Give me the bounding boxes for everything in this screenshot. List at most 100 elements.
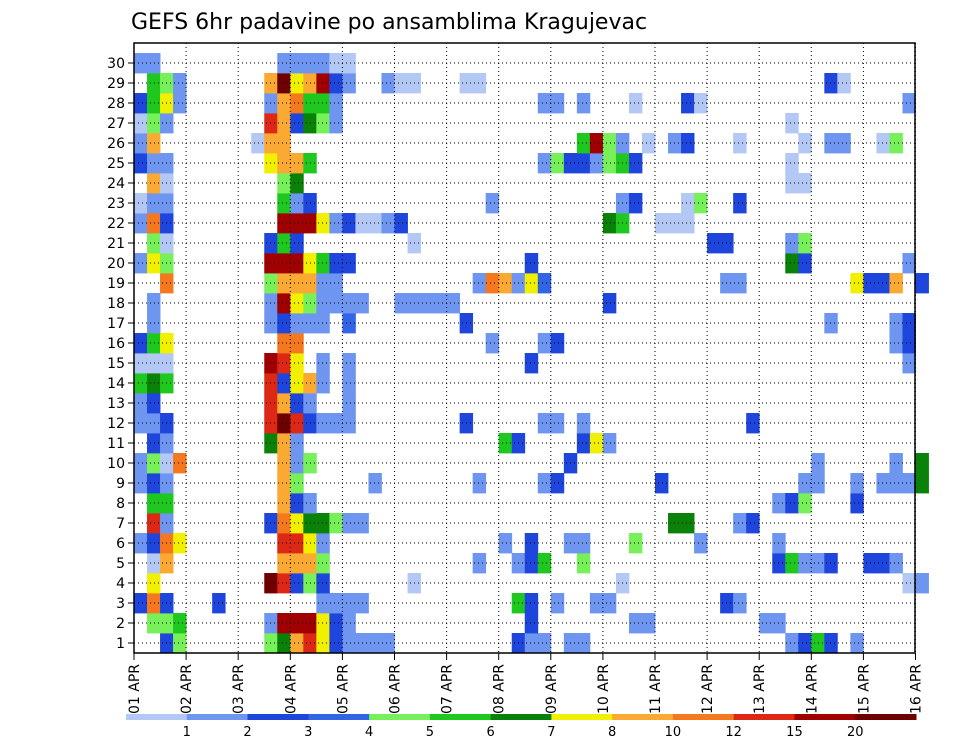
heatmap-cell (147, 53, 161, 74)
y-tick-label: 1 (116, 636, 125, 652)
x-tick-label: 16 APR (909, 664, 925, 714)
heatmap-cell (694, 93, 708, 114)
heatmap-cell (147, 93, 161, 114)
heatmap-cell (316, 373, 330, 394)
heatmap-cell (277, 553, 291, 574)
heatmap-cell (147, 513, 161, 534)
heatmap-cell (290, 393, 304, 414)
heatmap-cell (576, 413, 591, 434)
heatmap-cell (277, 273, 291, 294)
heatmap-cell (147, 473, 161, 494)
heatmap-cell (316, 213, 330, 234)
colorbar-swatch (612, 714, 674, 720)
heatmap-cell (537, 633, 552, 654)
heatmap-cell (329, 593, 343, 614)
heatmap-cell (290, 293, 304, 314)
heatmap-cell (655, 213, 669, 234)
colorbar-label: 4 (365, 725, 373, 740)
heatmap-cell (576, 133, 591, 154)
heatmap-cell (134, 453, 148, 474)
heatmap-cell (290, 613, 304, 634)
heatmap-cell (876, 553, 890, 574)
plot-frame (133, 42, 916, 654)
heatmap-cell (173, 453, 187, 474)
heatmap-cell (134, 193, 148, 214)
colorbar-label: 12 (725, 725, 742, 740)
heatmap-cell (537, 413, 552, 434)
heatmap-cell (173, 533, 187, 554)
heatmap-cell (902, 93, 916, 114)
y-tick-label: 25 (107, 156, 125, 172)
heatmap-cell (329, 113, 343, 134)
heatmap-cell (277, 313, 291, 334)
heatmap-cell (602, 153, 617, 174)
colorbar-label: 1 (183, 725, 191, 740)
colorbar-label: 8 (608, 725, 616, 740)
colorbar-swatch (551, 714, 613, 720)
heatmap-cell (277, 53, 291, 74)
heatmap-cell (902, 253, 916, 274)
heatmap-cell (277, 413, 291, 434)
heatmap-cell (134, 533, 148, 554)
colorbar-label: 15 (786, 725, 803, 740)
heatmap-cells (134, 53, 929, 654)
x-axis-ticks: 01 APR 02 APR 03 APR 04 APR 05 APR 06 APR 07 A… (127, 653, 925, 714)
heatmap-cell (290, 113, 304, 134)
heatmap-cell (277, 353, 291, 374)
heatmap-cell (602, 293, 617, 314)
x-tick-label: 04 APR (283, 664, 299, 714)
heatmap-cell (147, 313, 161, 334)
y-tick-label: 5 (116, 556, 125, 572)
y-tick-label: 8 (116, 496, 125, 512)
heatmap-cell (134, 393, 148, 414)
heatmap-cell (147, 153, 161, 174)
heatmap-cell (329, 53, 343, 74)
heatmap-cell (420, 293, 434, 314)
heatmap-cell (147, 393, 161, 414)
heatmap-cell (134, 413, 148, 434)
heatmap-cell (147, 553, 161, 574)
heatmap-cell (277, 633, 291, 654)
heatmap-cell (785, 553, 799, 574)
heatmap-cell (316, 573, 330, 594)
heatmap-cell (290, 373, 304, 394)
heatmap-cell (576, 153, 591, 174)
y-tick-label: 10 (107, 456, 125, 472)
y-tick-label: 12 (107, 416, 125, 432)
heatmap-cell (850, 473, 864, 494)
heatmap-cell (290, 353, 304, 374)
heatmap-cell (147, 233, 161, 254)
heatmap-cell (134, 353, 148, 374)
heatmap-cell (290, 333, 304, 354)
heatmap-cell (576, 553, 591, 574)
heatmap-cell (798, 253, 812, 274)
y-tick-label: 4 (116, 576, 125, 592)
heatmap-cell (381, 213, 395, 234)
heatmap-cell (290, 473, 304, 494)
y-tick-label: 16 (107, 336, 125, 352)
y-tick-label: 14 (107, 376, 125, 392)
heatmap-cell (147, 613, 161, 634)
heatmap-cell (641, 613, 656, 634)
heatmap-cell (342, 313, 356, 334)
heatmap-cell (342, 513, 356, 534)
y-tick-label: 13 (107, 396, 125, 412)
heatmap-cell (134, 593, 148, 614)
heatmap-cell (785, 173, 799, 194)
y-tick-label: 3 (116, 596, 125, 612)
heatmap-cell (681, 513, 695, 534)
heatmap-cell (576, 633, 591, 654)
heatmap-cell (850, 633, 864, 654)
heatmap-cell (277, 473, 291, 494)
heatmap-cell (290, 553, 304, 574)
heatmap-cell (902, 353, 916, 374)
heatmap-cell (759, 613, 773, 634)
heatmap-cell (277, 433, 291, 454)
heatmap-cell (824, 133, 838, 154)
heatmap-cell (589, 133, 604, 154)
heatmap-cell (277, 93, 291, 114)
x-tick-label: 08 APR (492, 664, 508, 714)
heatmap-cell (485, 193, 500, 214)
heatmap-cell (342, 73, 356, 94)
heatmap-cell (498, 533, 513, 554)
